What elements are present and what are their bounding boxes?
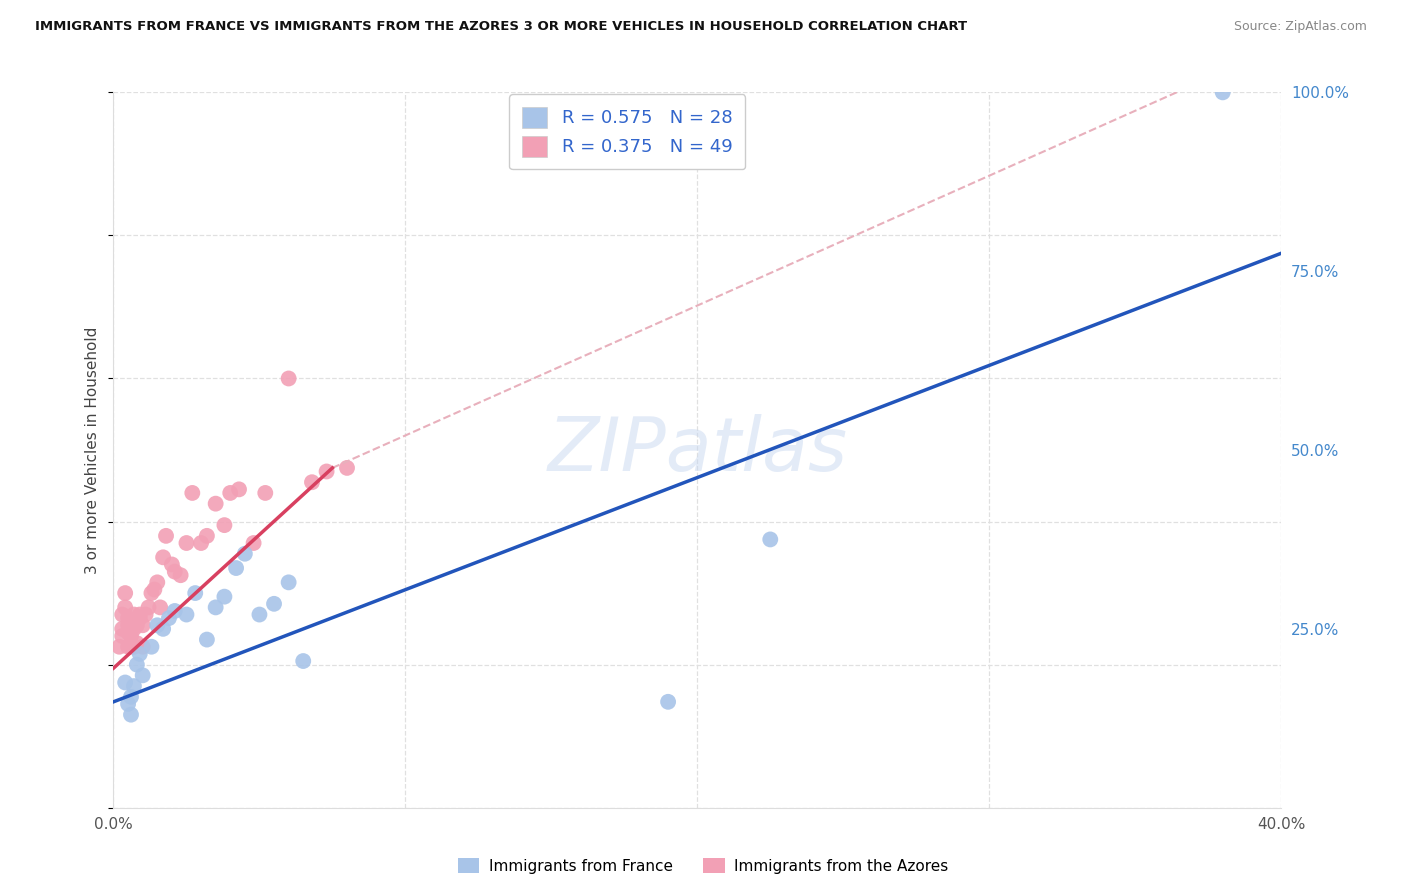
Point: [149, 600, 172, 615]
Point: [122, 679, 145, 693]
Point: [117, 618, 139, 632]
Point: [117, 625, 139, 640]
Point: [108, 640, 131, 654]
Point: [131, 668, 153, 682]
Point: [143, 582, 166, 597]
Point: [146, 575, 169, 590]
Point: [181, 486, 204, 500]
Point: [141, 586, 163, 600]
Point: [120, 629, 142, 643]
Point: [111, 607, 134, 622]
Point: [120, 690, 142, 704]
Point: [163, 565, 186, 579]
Legend: R = 0.575   N = 28, R = 0.375   N = 49: R = 0.575 N = 28, R = 0.375 N = 49: [509, 95, 745, 169]
Text: ZIPatlas: ZIPatlas: [547, 414, 848, 486]
Point: [242, 536, 264, 550]
Point: [152, 550, 174, 565]
Point: [1212, 86, 1234, 100]
Point: [155, 529, 177, 543]
Point: [111, 629, 134, 643]
Point: [114, 675, 136, 690]
Point: [135, 607, 157, 622]
Point: [120, 640, 142, 654]
Point: [157, 611, 180, 625]
Point: [233, 547, 256, 561]
Point: [176, 536, 198, 550]
Point: [214, 518, 236, 533]
Point: [117, 611, 139, 625]
Point: [120, 707, 142, 722]
Point: [120, 618, 142, 632]
Point: [131, 618, 153, 632]
Point: [228, 483, 250, 497]
Point: [315, 465, 337, 479]
Point: [169, 568, 191, 582]
Point: [111, 622, 134, 636]
Point: [277, 371, 299, 385]
Point: [128, 647, 150, 661]
Point: [122, 615, 145, 629]
Point: [117, 697, 139, 711]
Point: [125, 636, 148, 650]
Point: [128, 611, 150, 625]
Point: [263, 597, 285, 611]
Point: [336, 461, 359, 475]
Point: [122, 622, 145, 636]
Point: [204, 600, 226, 615]
Point: [277, 575, 299, 590]
Point: [131, 640, 153, 654]
Point: [292, 654, 315, 668]
Point: [117, 640, 139, 654]
Point: [759, 533, 782, 547]
Point: [219, 486, 242, 500]
Point: [141, 640, 163, 654]
Point: [249, 607, 271, 622]
Point: [114, 586, 136, 600]
Point: [125, 618, 148, 632]
Point: [184, 586, 207, 600]
Point: [195, 529, 218, 543]
Y-axis label: 3 or more Vehicles in Household: 3 or more Vehicles in Household: [86, 326, 100, 574]
Point: [190, 536, 212, 550]
Point: [254, 486, 277, 500]
Point: [114, 600, 136, 615]
Point: [146, 618, 169, 632]
Point: [214, 590, 236, 604]
Point: [125, 657, 148, 672]
Point: [152, 622, 174, 636]
Point: [122, 607, 145, 622]
Point: [657, 695, 679, 709]
Point: [176, 607, 198, 622]
Text: IMMIGRANTS FROM FRANCE VS IMMIGRANTS FROM THE AZORES 3 OR MORE VEHICLES IN HOUSE: IMMIGRANTS FROM FRANCE VS IMMIGRANTS FRO…: [35, 20, 967, 33]
Point: [163, 604, 186, 618]
Text: Source: ZipAtlas.com: Source: ZipAtlas.com: [1233, 20, 1367, 33]
Point: [128, 607, 150, 622]
Point: [122, 640, 145, 654]
Point: [225, 561, 247, 575]
Point: [195, 632, 218, 647]
Point: [138, 600, 160, 615]
Point: [160, 558, 183, 572]
Legend: Immigrants from France, Immigrants from the Azores: Immigrants from France, Immigrants from …: [451, 852, 955, 880]
Point: [301, 475, 323, 490]
Point: [204, 497, 226, 511]
